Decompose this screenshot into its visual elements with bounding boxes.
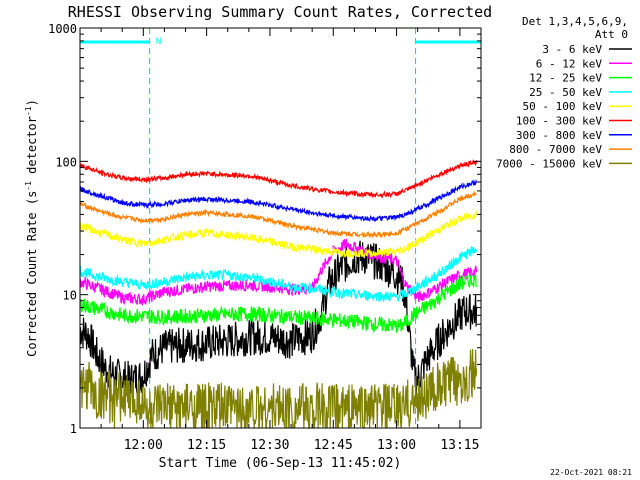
y-tick-label-0: 1 <box>70 422 77 436</box>
y-axis: 1 10 100 1000 <box>48 22 481 436</box>
night-markers: N <box>80 37 481 47</box>
legend-header-line-1: Det 1,3,4,5,6,9, <box>522 15 628 28</box>
legend-label-1: 6 - 12 keV <box>536 57 603 70</box>
x-tick-label-1: 12:15 <box>187 438 226 453</box>
y-axis-label-a: Corrected Count Rate (s <box>25 191 39 357</box>
series-line-6 <box>79 178 478 222</box>
series-line-2 <box>79 273 478 334</box>
legend-label-0: 3 - 6 keV <box>542 43 602 56</box>
legend-label-3: 25 - 50 keV <box>529 86 602 99</box>
legend-label-2: 12 - 25 keV <box>529 72 602 85</box>
series-line-7 <box>79 190 478 239</box>
y-axis-label: Corrected Count Rate (s-1 detector-1) <box>24 99 39 357</box>
chart-title: RHESSI Observing Summary Count Rates, Co… <box>68 3 492 21</box>
series-line-0 <box>79 240 478 397</box>
legend-label-5: 100 - 300 keV <box>516 115 602 128</box>
y-axis-label-exp2: -1 <box>24 106 33 116</box>
series-line-1 <box>79 238 478 307</box>
y-tick-label-3: 1000 <box>48 22 77 36</box>
x-tick-label-5: 13:15 <box>440 438 479 453</box>
y-axis-label-c: ) <box>25 99 39 106</box>
x-tick-label-0: 12:00 <box>124 438 163 453</box>
x-tick-label-2: 12:30 <box>250 438 289 453</box>
legend-label-7: 800 - 7000 keV <box>509 143 602 156</box>
legend-label-8: 7000 - 15000 keV <box>496 157 602 170</box>
x-axis-label: Start Time (06-Sep-13 11:45:02) <box>159 456 402 471</box>
y-axis-label-b: detector <box>25 116 39 181</box>
night-label-0: N <box>156 37 161 47</box>
legend-header-line-2: Att 0 <box>595 28 628 41</box>
legend-label-6: 300 - 800 keV <box>516 129 602 142</box>
x-tick-label-3: 12:45 <box>314 438 353 453</box>
footer-date: 22-Oct-2021 08:21 <box>550 468 632 477</box>
plot-frame <box>79 27 482 429</box>
y-tick-label-2: 100 <box>55 155 77 169</box>
x-axis: 12:00 12:15 12:30 12:45 13:00 13:15 <box>100 28 479 453</box>
legend-label-4: 50 - 100 keV <box>523 100 603 113</box>
x-tick-label-4: 13:00 <box>377 438 416 453</box>
series-layer <box>79 159 478 430</box>
series-line-4 <box>79 210 478 259</box>
series-line-5 <box>79 159 478 199</box>
series-line-3 <box>79 246 478 303</box>
y-axis-label-exp1: -1 <box>24 181 33 191</box>
y-tick-label-1: 10 <box>63 289 77 303</box>
series-line-8 <box>79 348 478 430</box>
